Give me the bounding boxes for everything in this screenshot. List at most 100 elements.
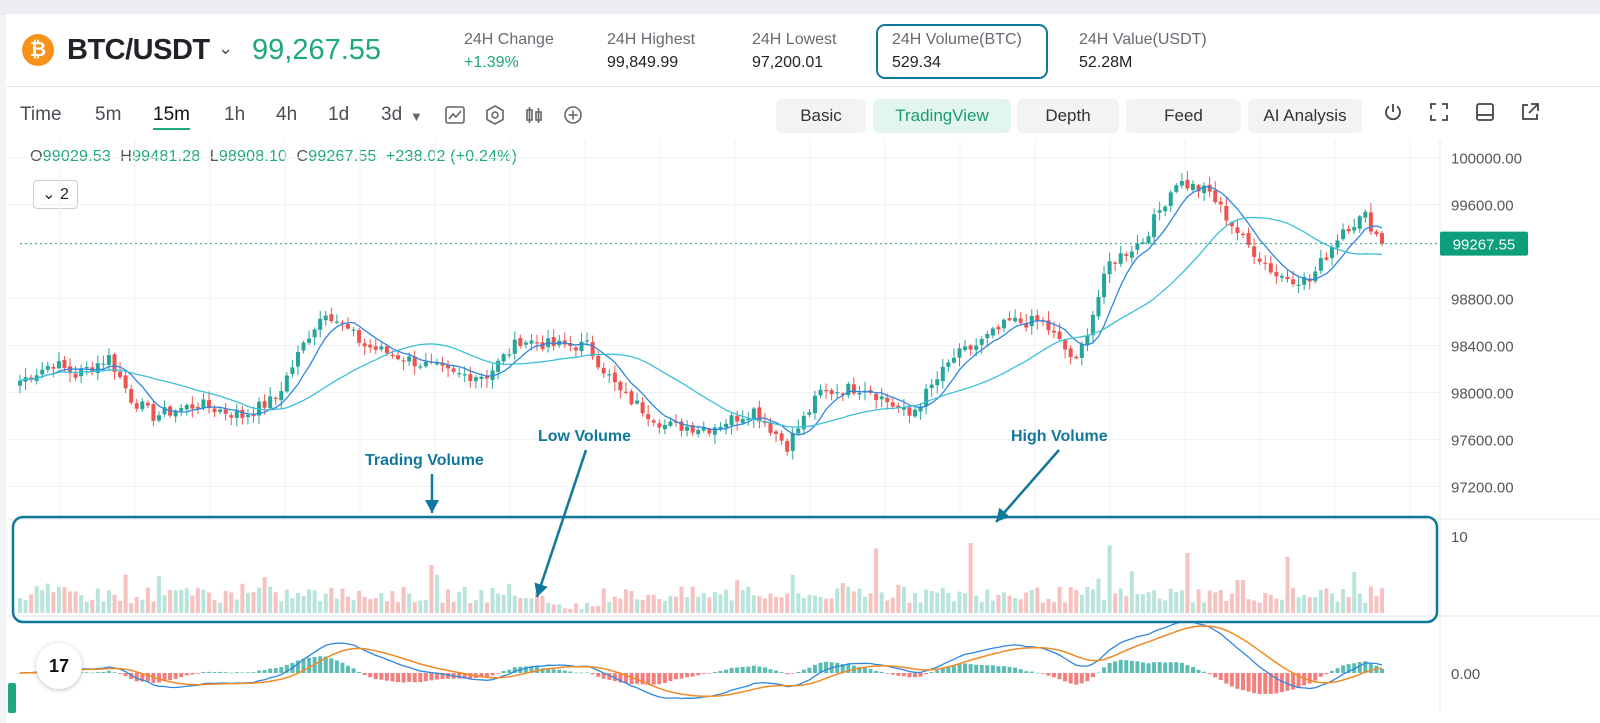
macd-histogram-bar <box>640 673 645 685</box>
volume-bar <box>651 594 656 613</box>
add-plus-icon[interactable] <box>562 104 584 131</box>
volume-bar <box>1085 587 1090 613</box>
candle-body <box>62 359 67 368</box>
macd-histogram-bar <box>646 673 651 685</box>
candle-body <box>156 415 161 421</box>
settings-icon[interactable] <box>484 104 506 131</box>
macd-histogram-bar <box>885 673 890 674</box>
candle-body <box>646 414 651 420</box>
volume-bar <box>401 586 406 613</box>
macd-histogram-bar <box>1063 673 1068 682</box>
tab-depth[interactable]: Depth <box>1017 99 1119 133</box>
timeframe-3d[interactable]: 3d <box>381 104 403 125</box>
stat-24h-highest: 24H Highest 99,849.99 <box>607 31 695 72</box>
macd-histogram-bar <box>423 673 428 682</box>
volume-bar <box>1218 590 1223 613</box>
tab-ai-analysis[interactable]: AI Analysis <box>1248 99 1362 133</box>
macd-histogram-bar <box>523 666 528 673</box>
price-tick: 98400.00 <box>1451 339 1514 356</box>
timeframe-1d[interactable]: 1d <box>328 104 350 125</box>
macd-histogram-bar <box>479 673 484 678</box>
scroll-handle <box>8 683 16 713</box>
volume-bar <box>557 604 562 613</box>
candle-body <box>896 405 901 409</box>
macd-histogram-bar <box>17 673 23 674</box>
candle-body <box>535 342 540 344</box>
volume-bar <box>1329 593 1334 613</box>
volume-bar <box>345 596 350 613</box>
volume-bar <box>963 593 968 613</box>
candle-body <box>1202 185 1207 194</box>
tab-tradingview[interactable]: TradingView <box>873 99 1011 133</box>
macd-histogram-bar <box>1096 672 1101 674</box>
macd-histogram-bar <box>1196 669 1201 673</box>
timeframe-4h[interactable]: 4h <box>276 104 298 125</box>
macd-histogram-bar <box>457 673 462 679</box>
candle-body <box>223 409 228 414</box>
macd-histogram-bar <box>1229 673 1234 687</box>
candle-body <box>190 404 195 409</box>
fullscreen-icon[interactable] <box>1424 101 1454 131</box>
volume-bar <box>190 595 195 613</box>
volume-bar <box>45 583 50 613</box>
timeframe-15m[interactable]: 15m <box>153 104 190 130</box>
macd-histogram-bar <box>1307 673 1312 684</box>
chevron-down-icon[interactable]: ⌄ <box>218 38 234 58</box>
pair-selector[interactable]: BTC/USDT <box>67 34 210 66</box>
macd-histogram-bar <box>707 673 712 674</box>
volume-bar <box>913 593 918 613</box>
macd-histogram-bar <box>1090 673 1095 678</box>
volume-bar <box>129 603 134 613</box>
volume-bar <box>351 599 356 613</box>
macd-histogram-bar <box>1268 673 1273 694</box>
timeframe-5m[interactable]: 5m <box>95 104 122 125</box>
candle-body <box>1157 210 1162 213</box>
candle-body <box>751 408 756 420</box>
candle-body <box>323 315 328 321</box>
volume-bar <box>1118 588 1123 613</box>
share-icon[interactable] <box>1515 101 1545 131</box>
candle-body <box>1329 246 1334 259</box>
volume-bar <box>1046 598 1051 613</box>
timeframe-1h[interactable]: 1h <box>224 104 246 125</box>
macd-histogram-bar <box>1068 673 1073 684</box>
volume-bar <box>201 589 206 613</box>
timeframe-time[interactable]: Time <box>20 104 62 125</box>
macd-histogram-bar <box>334 660 339 673</box>
candle-body <box>145 402 150 406</box>
macd-histogram-bar <box>1074 673 1079 685</box>
caret-down-icon[interactable]: ▼ <box>410 109 423 124</box>
candle-body <box>234 411 239 418</box>
volume-bar <box>106 590 111 613</box>
candle-body <box>712 427 717 435</box>
volume-bar <box>262 577 267 613</box>
macd-histogram-bar <box>990 665 995 673</box>
candle-body <box>901 407 906 410</box>
annotation-trading-volume: Trading Volume <box>365 452 484 469</box>
last-price-label-bg <box>1440 231 1528 256</box>
stat-24h-lowest: 24H Lowest 97,200.01 <box>752 31 837 72</box>
tab-basic[interactable]: Basic <box>776 99 866 133</box>
macd-histogram-bar <box>90 672 95 674</box>
candle-body <box>596 355 601 368</box>
macd-histogram-bar <box>151 673 156 683</box>
candle-body <box>434 363 439 365</box>
tab-feed[interactable]: Feed <box>1126 99 1241 133</box>
layout-icon[interactable] <box>1470 101 1500 131</box>
candle-body <box>345 323 350 329</box>
candle-body <box>362 343 367 347</box>
macd-histogram-bar <box>468 673 473 679</box>
power-icon[interactable] <box>1378 101 1408 131</box>
candle-body <box>963 346 968 351</box>
macd-histogram-bar <box>968 664 973 673</box>
candle-body <box>179 408 184 411</box>
macd-histogram-bar <box>562 670 567 673</box>
macd-histogram-bar <box>696 673 701 676</box>
ticker-bar: ₿ BTC/USDT ⌄ 99,267.55 24H Change +1.39%… <box>6 14 1600 87</box>
volume-bar <box>357 590 362 613</box>
macd-histogram-bar <box>1252 673 1257 694</box>
indicator-icon[interactable] <box>444 104 466 131</box>
candle-body <box>201 399 206 409</box>
candle-type-icon[interactable] <box>523 104 545 131</box>
